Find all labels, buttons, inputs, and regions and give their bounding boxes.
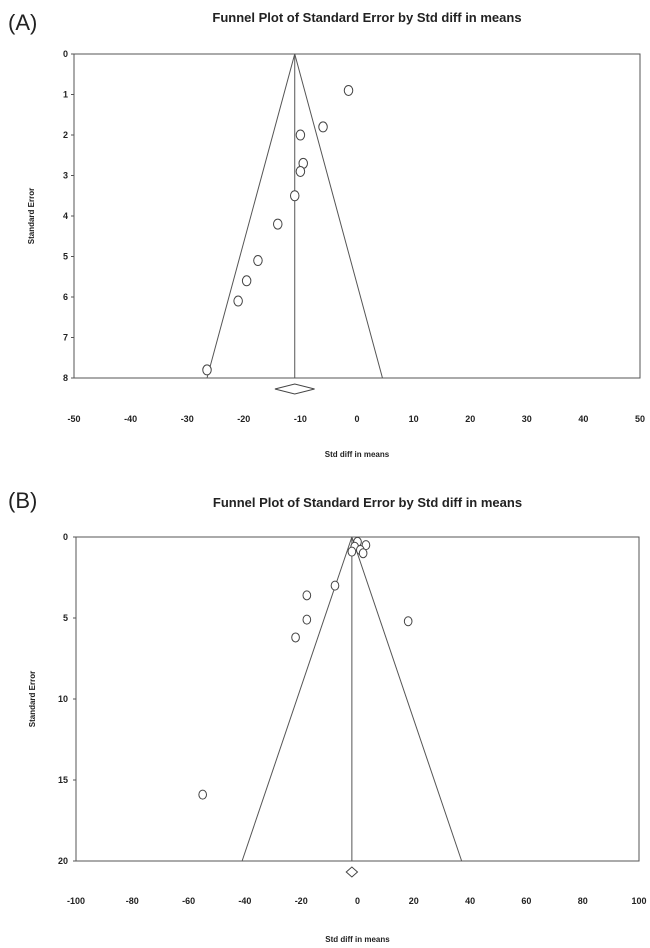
y-tick-label: 6 bbox=[63, 292, 68, 302]
study-point bbox=[302, 590, 312, 601]
x-tick-label: -10 bbox=[294, 414, 307, 424]
y-tick-label: 3 bbox=[63, 171, 68, 181]
x-axis-label: Std diff in means bbox=[325, 450, 390, 459]
y-tick-label: 10 bbox=[58, 694, 68, 704]
study-point bbox=[358, 548, 368, 559]
study-point bbox=[318, 121, 328, 133]
chart-b: Funnel Plot of Standard Error by Std dif… bbox=[28, 495, 647, 944]
study-point bbox=[253, 255, 263, 267]
study-point bbox=[198, 789, 208, 800]
x-tick-label: 40 bbox=[578, 414, 588, 424]
y-tick-label: 15 bbox=[58, 775, 68, 785]
chart-title: Funnel Plot of Standard Error by Std dif… bbox=[212, 10, 521, 25]
funnel-left-line bbox=[241, 536, 353, 862]
y-tick-label: 0 bbox=[63, 49, 68, 59]
x-tick-label: -80 bbox=[126, 896, 139, 906]
y-tick-label: 7 bbox=[63, 333, 68, 343]
x-tick-label: 0 bbox=[355, 896, 360, 906]
x-tick-label: -40 bbox=[124, 414, 137, 424]
study-point bbox=[295, 165, 306, 177]
funnel-right-line bbox=[351, 536, 463, 862]
plot-frame bbox=[73, 53, 641, 379]
study-point bbox=[403, 616, 413, 627]
x-tick-label: -20 bbox=[295, 896, 308, 906]
x-tick-label: 30 bbox=[522, 414, 532, 424]
study-point bbox=[289, 190, 300, 202]
chart-a: Funnel Plot of Standard Error by Std dif… bbox=[27, 10, 645, 459]
plot-frame bbox=[75, 536, 640, 862]
panel-label-a: (A) bbox=[8, 10, 38, 35]
x-tick-label: 20 bbox=[465, 414, 475, 424]
summary-diamond bbox=[274, 383, 315, 395]
panel-label-b: (B) bbox=[8, 488, 38, 513]
x-tick-label: 40 bbox=[465, 896, 475, 906]
study-point bbox=[347, 546, 357, 557]
y-tick-label: 5 bbox=[63, 613, 68, 623]
x-tick-label: -60 bbox=[182, 896, 195, 906]
x-tick-label: -100 bbox=[67, 896, 85, 906]
x-tick-label: -40 bbox=[238, 896, 251, 906]
x-tick-label: 10 bbox=[409, 414, 419, 424]
study-point bbox=[330, 580, 340, 591]
study-point bbox=[273, 218, 283, 230]
study-point bbox=[295, 129, 306, 141]
x-tick-label: -20 bbox=[237, 414, 250, 424]
study-point bbox=[233, 295, 243, 307]
y-tick-label: 8 bbox=[63, 373, 68, 383]
x-tick-label: -50 bbox=[67, 414, 80, 424]
chart-title: Funnel Plot of Standard Error by Std dif… bbox=[213, 495, 522, 510]
study-point bbox=[202, 364, 212, 376]
x-tick-label: 20 bbox=[409, 896, 419, 906]
y-tick-label: 5 bbox=[63, 252, 68, 262]
funnel-right-line bbox=[294, 53, 383, 379]
x-tick-label: 60 bbox=[521, 896, 531, 906]
summary-diamond bbox=[345, 866, 359, 878]
x-tick-label: -30 bbox=[181, 414, 194, 424]
y-tick-label: 4 bbox=[63, 211, 68, 221]
x-tick-label: 100 bbox=[631, 896, 646, 906]
y-tick-label: 1 bbox=[63, 90, 68, 100]
x-tick-label: 80 bbox=[578, 896, 588, 906]
x-tick-label: 50 bbox=[635, 414, 645, 424]
x-axis-label: Std diff in means bbox=[325, 935, 390, 944]
study-point bbox=[241, 275, 252, 287]
study-point bbox=[291, 632, 300, 643]
y-tick-label: 2 bbox=[63, 130, 68, 140]
y-axis-label: Standard Error bbox=[28, 671, 37, 727]
y-axis-label: Standard Error bbox=[27, 188, 36, 244]
x-tick-label: 0 bbox=[354, 414, 359, 424]
y-tick-label: 0 bbox=[63, 532, 68, 542]
study-point bbox=[343, 84, 354, 96]
study-point bbox=[302, 614, 312, 625]
funnel-left-line bbox=[206, 53, 296, 379]
y-tick-label: 20 bbox=[58, 856, 68, 866]
